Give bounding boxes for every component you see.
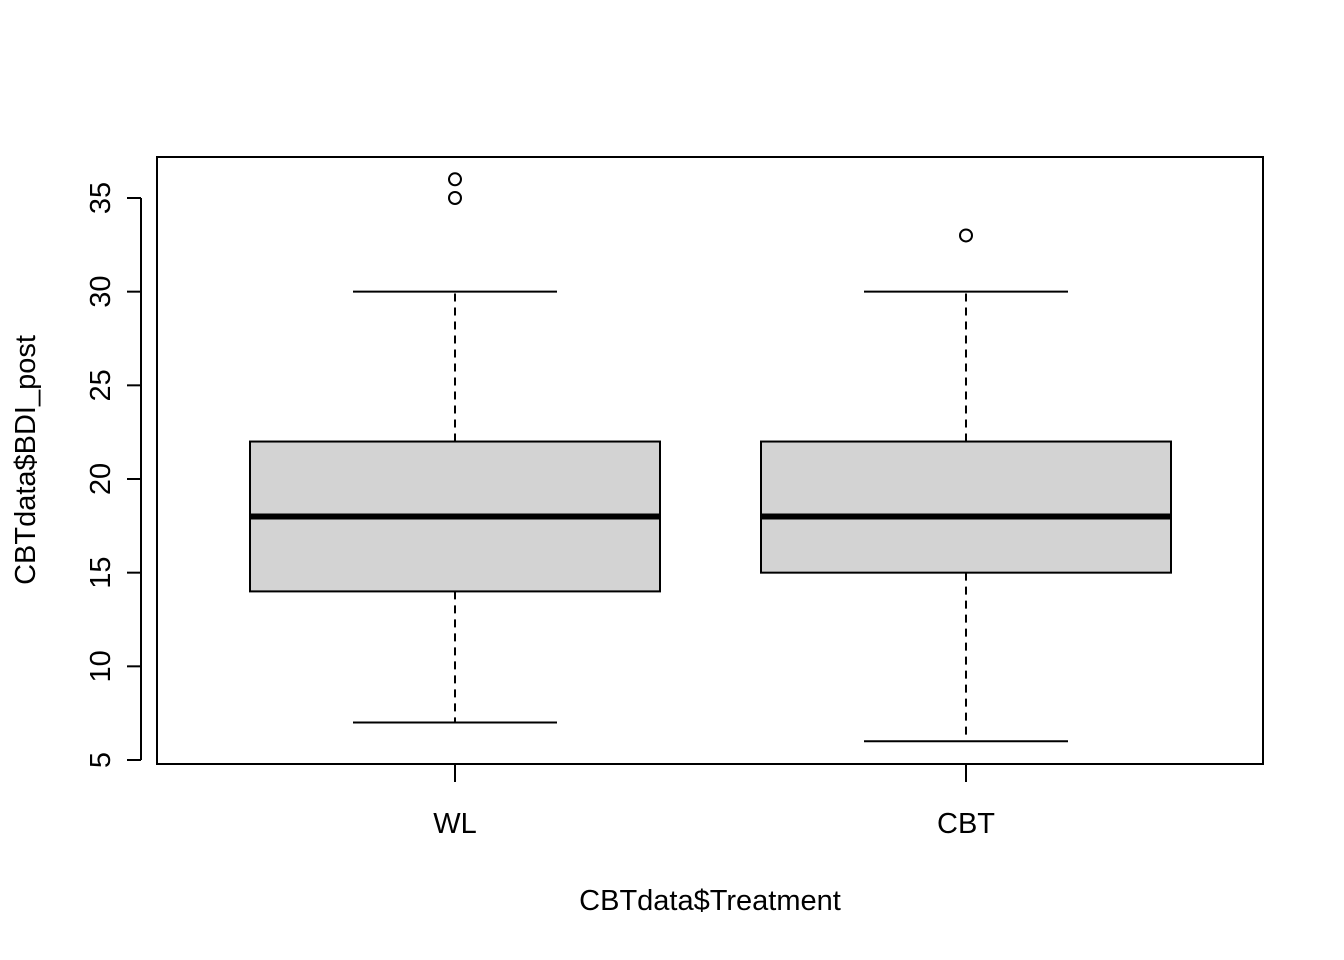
x-tick-label-wl: WL	[433, 808, 477, 840]
y-tick-label: 15	[85, 557, 117, 589]
outlier-point	[959, 228, 973, 243]
x-tick-label-cbt: CBT	[937, 808, 995, 840]
box-wl	[249, 172, 661, 724]
y-tick-label: 20	[85, 463, 117, 495]
box-cbt	[760, 228, 1172, 743]
y-tick-label: 25	[85, 369, 117, 401]
x-axis: WL CBT	[433, 764, 995, 840]
y-tick-label: 30	[85, 276, 117, 308]
box-series	[249, 172, 1172, 743]
y-axis: 5 10 15 20 25 30 35	[85, 182, 142, 768]
x-axis-label: CBTdata$Treatment	[579, 885, 841, 917]
outlier-point	[448, 191, 462, 205]
outlier-point	[448, 172, 462, 187]
y-tick-label: 10	[85, 650, 117, 682]
iqr-box	[760, 440, 1172, 574]
y-axis-label: CBTdata$BDI_post	[10, 335, 42, 585]
y-tick-label: 5	[85, 752, 117, 768]
y-tick-label: 35	[85, 182, 117, 214]
plot-frame	[156, 156, 1264, 765]
